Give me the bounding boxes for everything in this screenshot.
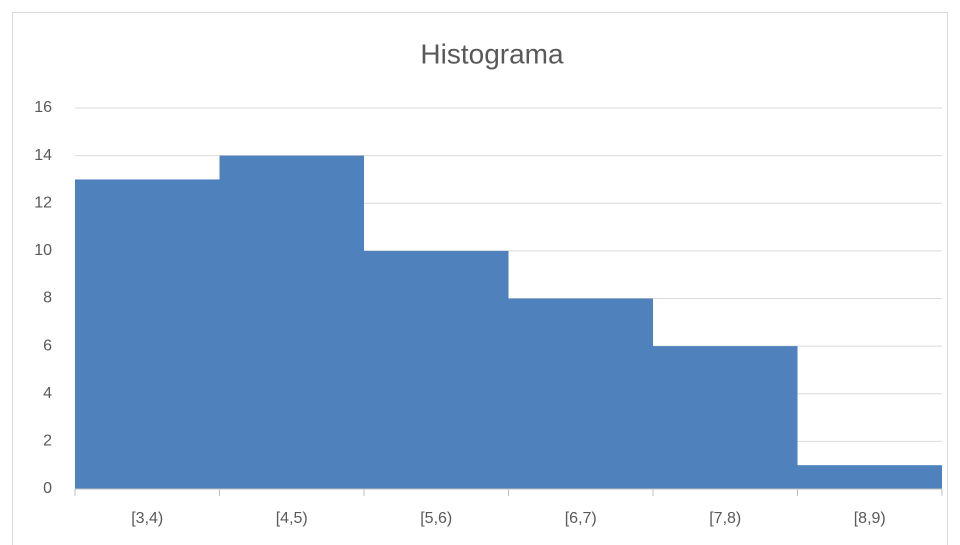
bar (508, 298, 653, 489)
bar (219, 155, 364, 489)
y-tick-label: 8 (43, 290, 52, 307)
y-tick-label: 10 (34, 242, 52, 259)
y-tick-label: 12 (34, 194, 52, 211)
bar (75, 179, 220, 489)
y-tick-label: 2 (43, 433, 52, 450)
bar (364, 250, 509, 489)
x-tick-label: [5,6) (420, 510, 452, 527)
chart-title: Histograma (420, 38, 564, 69)
y-tick-label: 14 (34, 147, 52, 164)
bar (797, 465, 942, 489)
x-tick-label: [3,4) (131, 510, 163, 527)
x-tick-label: [4,5) (276, 510, 308, 527)
y-tick-label: 16 (34, 99, 52, 116)
bar (653, 346, 798, 489)
y-tick-label: 0 (43, 480, 52, 497)
x-tick-label: [7,8) (709, 510, 741, 527)
x-tick-label: [6,7) (565, 510, 597, 527)
y-tick-label: 6 (43, 337, 52, 354)
x-tick-label: [8,9) (854, 510, 886, 527)
y-tick-label: 4 (43, 385, 52, 402)
